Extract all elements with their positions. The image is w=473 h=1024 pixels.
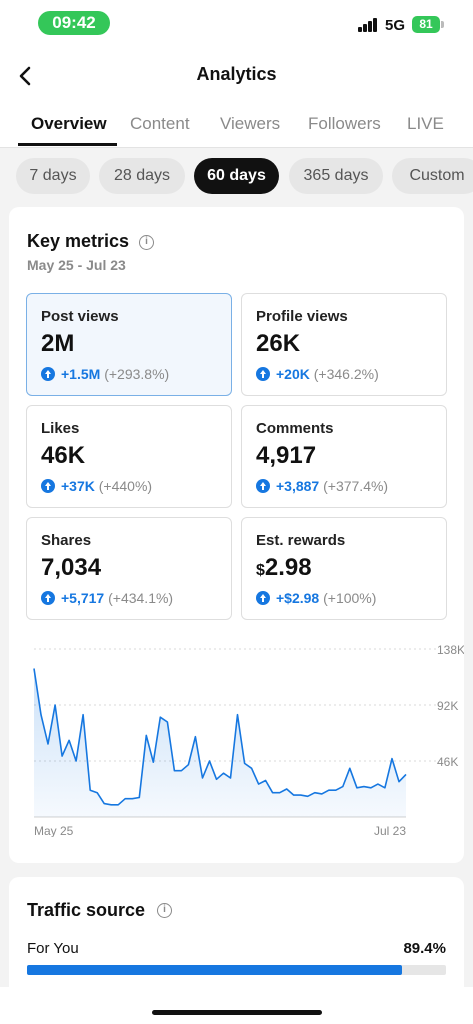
delta-percent: (+293.8%) (104, 366, 170, 382)
network-label: 5G (385, 17, 406, 34)
metric-post-views[interactable]: Post views 2M +1.5M (+293.8%) (26, 293, 232, 396)
metric-value: 2M (41, 330, 75, 357)
tab-content[interactable]: Content (130, 114, 190, 133)
range-60-days[interactable]: 60 days (194, 158, 279, 194)
series-area (34, 668, 406, 817)
x-tick-label: Jul 23 (374, 824, 406, 837)
metric-delta: +37K (+440%) (41, 478, 152, 494)
metric-value: 4,917 (256, 442, 317, 469)
series-line (33, 668, 407, 806)
battery-icon: 81 (412, 16, 440, 33)
home-indicator[interactable] (152, 1010, 322, 1015)
metric-label: Likes (41, 420, 80, 437)
metric-value: 46K (41, 442, 86, 469)
page-title: Analytics (196, 64, 277, 84)
battery-tip (441, 21, 444, 28)
traffic-source-bar (27, 965, 446, 975)
tabs-divider (0, 147, 473, 148)
info-icon[interactable]: i (157, 903, 172, 918)
metric-label: Post views (41, 308, 119, 325)
tab-bar: Overview Content Viewers Followers LIVE (0, 108, 473, 148)
y-tick-label: 46K (437, 755, 458, 769)
metric-value: $2.98 (256, 554, 312, 582)
delta-value: +$2.98 (276, 590, 320, 606)
arrow-up-icon (256, 367, 270, 381)
traffic-source-percent: 89.4% (403, 940, 446, 957)
metric-likes[interactable]: Likes 46K +37K (+440%) (26, 405, 232, 508)
key-metrics-title: Key metrics (27, 231, 130, 251)
header: Analytics (0, 52, 473, 100)
tab-overview[interactable]: Overview (31, 114, 107, 133)
metric-label: Profile views (256, 308, 348, 325)
delta-percent: (+434.1%) (108, 590, 174, 606)
signal-icon (358, 18, 380, 32)
metric-label: Shares (41, 532, 92, 549)
metric-value: 26K (256, 330, 301, 357)
tab-live[interactable]: LIVE (407, 114, 444, 133)
post-views-chart[interactable]: 138K 92K 46K May 25 Jul 23 (9, 637, 464, 837)
delta-percent: (+346.2%) (313, 366, 379, 382)
delta-value: +5,717 (61, 590, 105, 606)
traffic-source-title: Traffic source (27, 900, 146, 920)
date-range-selector: 7 days 28 days 60 days 365 days Custom (0, 158, 473, 194)
currency-symbol: $ (256, 562, 265, 579)
delta-value: +37K (61, 478, 95, 494)
delta-value: +1.5M (61, 366, 101, 382)
key-metrics-card: Key metrics i May 25 - Jul 23 Post views… (9, 207, 464, 863)
home-indicator-area (0, 987, 473, 1024)
x-tick-label: May 25 (34, 824, 74, 837)
back-button[interactable] (14, 62, 38, 90)
tab-viewers[interactable]: Viewers (220, 114, 281, 133)
delta-percent: (+100%) (323, 590, 377, 606)
metric-delta: +$2.98 (+100%) (256, 590, 376, 606)
metric-est-rewards[interactable]: Est. rewards $2.98 +$2.98 (+100%) (241, 517, 447, 620)
metric-delta: +3,887 (+377.4%) (256, 478, 388, 494)
metric-value-number: 2.98 (264, 554, 312, 581)
y-tick-label: 92K (437, 699, 458, 713)
status-bar: 09:42 5G 81 (0, 0, 473, 44)
range-365-days[interactable]: 365 days (289, 158, 383, 194)
range-7-days[interactable]: 7 days (16, 158, 90, 194)
arrow-up-icon (41, 591, 55, 605)
y-tick-label: 138K (437, 643, 464, 657)
delta-value: +3,887 (276, 478, 320, 494)
metric-label: Est. rewards (256, 532, 346, 549)
traffic-source-card: Traffic source i For You 89.4% (9, 877, 464, 987)
date-range-label: May 25 - Jul 23 (27, 257, 126, 273)
arrow-up-icon (256, 591, 270, 605)
range-custom[interactable]: Custom (392, 158, 473, 194)
delta-percent: (+377.4%) (323, 478, 389, 494)
traffic-source-bar-fill (27, 965, 402, 975)
metric-comments[interactable]: Comments 4,917 +3,887 (+377.4%) (241, 405, 447, 508)
traffic-source-label: For You (27, 940, 79, 957)
chevron-left-icon (19, 66, 31, 86)
metric-delta: +1.5M (+293.8%) (41, 366, 169, 382)
delta-percent: (+440%) (98, 478, 153, 494)
arrow-up-icon (41, 479, 55, 493)
range-28-days[interactable]: 28 days (99, 158, 185, 194)
info-icon[interactable]: i (139, 235, 154, 250)
metric-delta: +5,717 (+434.1%) (41, 590, 173, 606)
metric-shares[interactable]: Shares 7,034 +5,717 (+434.1%) (26, 517, 232, 620)
status-time: 09:42 (38, 11, 110, 35)
arrow-up-icon (256, 479, 270, 493)
arrow-up-icon (41, 367, 55, 381)
active-tab-indicator (18, 143, 117, 146)
metric-profile-views[interactable]: Profile views 26K +20K (+346.2%) (241, 293, 447, 396)
metric-label: Comments (256, 420, 334, 437)
metric-value: 7,034 (41, 554, 102, 581)
tab-followers[interactable]: Followers (308, 114, 381, 133)
metric-delta: +20K (+346.2%) (256, 366, 379, 382)
delta-value: +20K (276, 366, 310, 382)
